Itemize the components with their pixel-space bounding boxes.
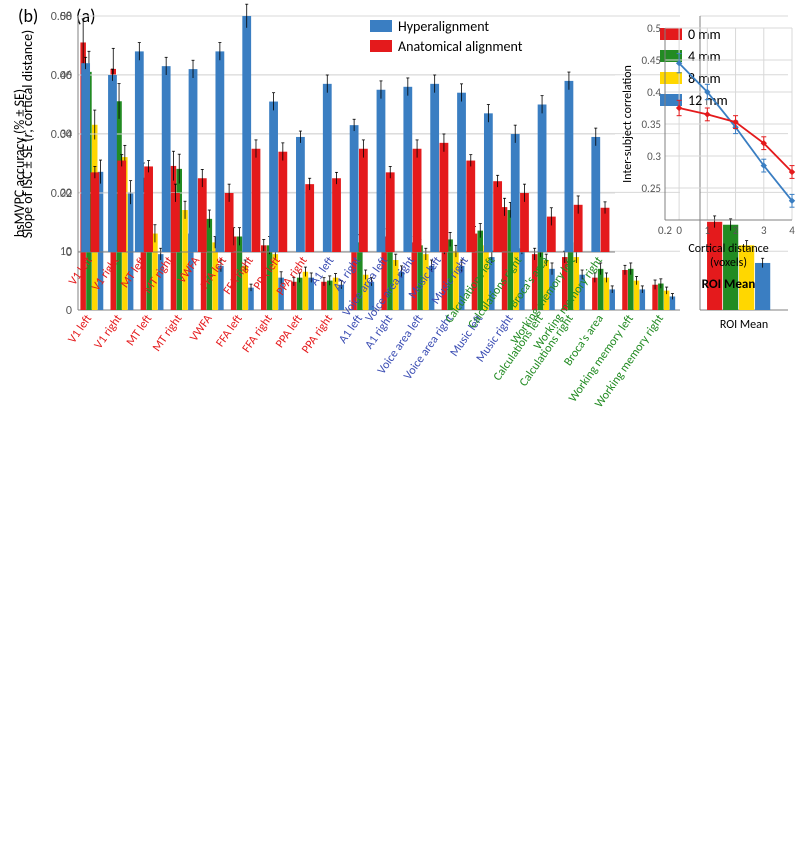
ytick-label: 0.45	[641, 54, 661, 67]
panel-b-label: (b)	[18, 5, 38, 27]
bar	[484, 113, 493, 252]
bar	[144, 166, 153, 252]
bar	[332, 178, 341, 252]
bar	[198, 178, 207, 252]
ytick-label: 0.4	[647, 86, 661, 99]
bar	[413, 149, 422, 252]
ytick-label: 0.35	[641, 118, 661, 131]
marker	[676, 105, 682, 111]
bar	[565, 81, 574, 252]
xtick-label: 0.2	[658, 224, 672, 237]
panel-b-svg: (b) 0 0.02 0.04 0.06 0.08 Slope of ISC ± SE (r…	[0, 0, 800, 408]
bar	[162, 66, 171, 252]
legend-label: Hyperalignment	[398, 18, 489, 35]
bar	[108, 75, 117, 252]
bar	[466, 161, 475, 252]
svg-text:(voxels): (voxels)	[710, 256, 747, 270]
bar	[117, 161, 126, 252]
mean-ylabel: Inter-subject correlation	[621, 65, 635, 183]
bar	[278, 152, 287, 252]
bar	[305, 184, 314, 252]
xtick-label: 1	[705, 224, 711, 237]
bar	[135, 51, 144, 252]
bar	[90, 172, 99, 252]
bar	[81, 63, 90, 252]
ytick-label: 0.06	[51, 69, 72, 83]
panel-b: (b) 0 0.02 0.04 0.06 0.08 Slope of ISC ± SE (r…	[0, 0, 800, 408]
marker	[704, 111, 710, 117]
bar	[430, 84, 439, 252]
bar	[242, 16, 251, 252]
page: (a)01020304050bsMVPC accuracy (% ± SE)V1…	[0, 0, 800, 868]
ytick-label: 0.08	[51, 10, 72, 24]
legend-label: Anatomical alignment	[398, 38, 523, 55]
ytick-label: 0.25	[641, 182, 661, 195]
bar	[377, 90, 386, 252]
ytick-label: 0.5	[647, 22, 661, 35]
bar	[350, 125, 359, 252]
xtick-label: 3	[761, 224, 767, 237]
ytick-label: 0.02	[51, 187, 72, 201]
bar	[601, 208, 610, 252]
bar	[269, 102, 278, 252]
bar	[215, 51, 224, 252]
bar	[403, 87, 412, 252]
bar	[386, 172, 395, 252]
ytick-label: 0.3	[647, 150, 661, 163]
ytick-label: 0.04	[51, 128, 72, 142]
legend-swatch	[370, 40, 392, 52]
bar	[493, 181, 502, 252]
bar	[538, 105, 547, 253]
bar	[252, 149, 261, 252]
bar	[511, 134, 520, 252]
xtick-label: 4	[789, 224, 795, 237]
legend-swatch	[370, 20, 392, 32]
category-label: V1 right	[89, 254, 122, 293]
mean-title: ROI Mean	[702, 277, 756, 292]
xtick-label: 0	[676, 224, 682, 237]
bar	[359, 149, 368, 252]
bar	[189, 69, 198, 252]
bar	[323, 84, 332, 252]
xtick-label: 2	[733, 224, 739, 237]
bar	[457, 93, 466, 252]
ytick-label: 0	[66, 246, 72, 260]
bar	[591, 137, 600, 252]
bar	[296, 137, 305, 252]
panel-b-ylabel: Slope of ISC ± SE (r, cortical distance)	[19, 30, 36, 239]
bar	[440, 143, 449, 252]
mean-xlabel: Cortical distance	[688, 242, 768, 256]
